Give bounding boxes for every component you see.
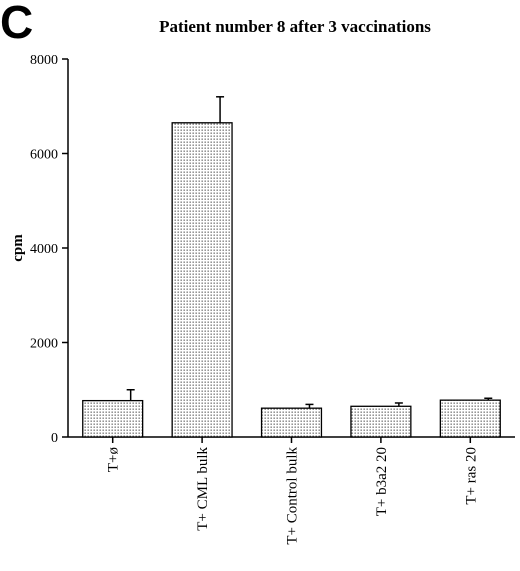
y-tick-label: 6000 [30,148,58,163]
bar [350,405,412,438]
y-ticks: 0 2000 4000 6000 8000 [30,53,68,446]
bars [82,122,501,438]
x-tick-label: T+ CML bulk [195,447,211,531]
bar [439,399,501,438]
y-axis-label: cpm [10,234,26,262]
error-bar [484,397,493,401]
error-bars [126,96,493,409]
y-tick-label: 4000 [30,242,58,257]
y-tick-label: 0 [51,431,58,446]
x-tick-label: T+ b3a2 20 [374,447,390,516]
bar [260,407,323,438]
error-bar [305,403,314,409]
error-bar [216,96,225,123]
panel-label: C [0,0,33,48]
bar [171,122,233,438]
bar [82,399,144,438]
y-tick-label: 8000 [30,53,58,68]
x-tick-labels: T+ø T+ CML bulk T+ Control bulk T+ b3a2 20 T… [106,437,479,545]
x-tick-label: T+ ras 20 [463,447,479,505]
axes [67,59,515,438]
y-tick-label: 2000 [30,337,58,352]
x-tick-label: T+ Control bulk [285,447,301,545]
x-tick-label: T+ø [106,447,122,472]
chart-title: Patient number 8 after 3 vaccinations [159,17,431,36]
error-bar [394,402,403,407]
error-bar [126,389,135,401]
